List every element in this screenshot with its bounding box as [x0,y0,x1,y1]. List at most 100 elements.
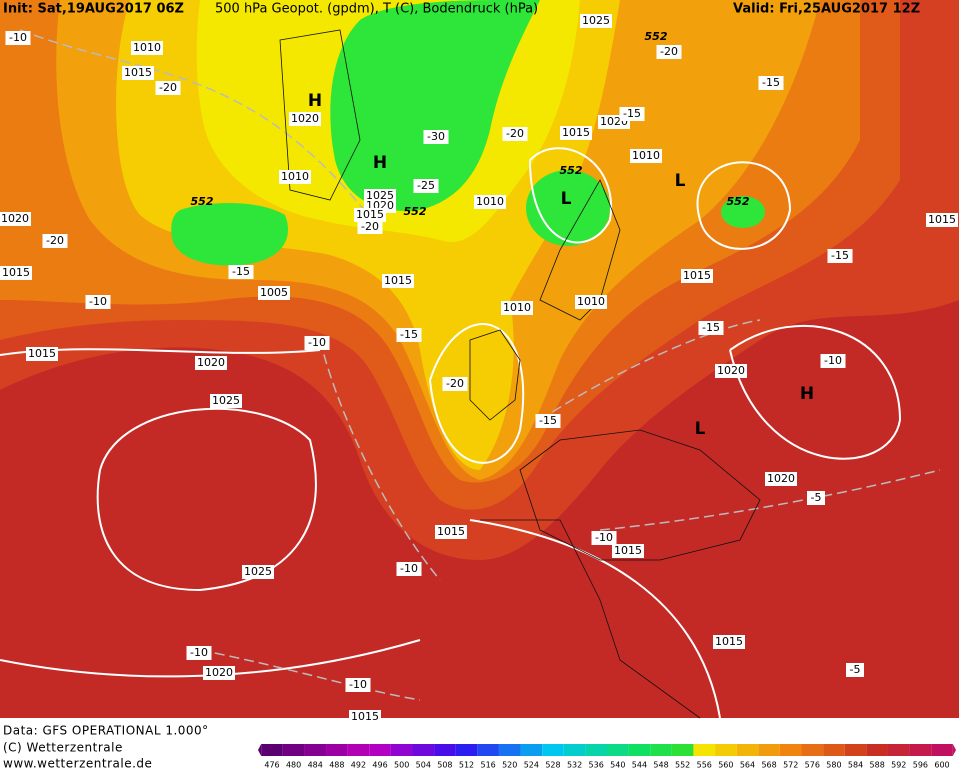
isobar-label: 1015 [2,266,30,279]
label-box [435,525,467,539]
colorbar-label: 564 [740,761,755,770]
label-box [580,14,612,28]
pressure-center: H [308,91,322,111]
temperature-label: -10 [595,531,613,544]
pressure-center: H [800,384,814,404]
colorbar-swatch [628,744,651,756]
colorbar-label: 560 [718,761,733,770]
label-box [349,710,381,724]
label-box [619,107,645,121]
label-box [186,646,212,660]
label-box [345,678,371,692]
colorbar-swatch [909,744,932,756]
colorbar-label: 556 [697,761,712,770]
label-box [715,364,747,378]
label-box [501,301,533,315]
isobar-label: 1025 [244,565,272,578]
colorbar-swatch [563,744,586,756]
label-box [26,347,58,361]
colorbar-label: 524 [524,761,539,770]
footer-url: www.wetterzentrale.de [3,757,152,770]
isobar-label: 1015 [356,208,384,221]
label-box [474,195,506,209]
isobar-label: 1020 [1,212,29,225]
temperature-label: -15 [539,414,557,427]
isobar-label: 1010 [133,41,161,54]
label-box [5,31,31,45]
colorbar-label: 600 [934,761,949,770]
colorbar-swatch [326,744,348,756]
label-box [820,354,846,368]
temperature-label: -15 [702,321,720,334]
label-box [926,213,958,227]
colorbar-label: 492 [351,761,366,770]
colorbar-swatch [542,744,564,756]
temperature-label: -10 [9,31,27,44]
label-box [131,41,163,55]
label-box [413,179,439,193]
label-box [807,491,825,505]
isobar-label: 1010 [476,195,504,208]
isobar-label: 1015 [124,66,152,79]
temperature-label: -20 [506,127,524,140]
colorbar-swatch [369,744,391,756]
label-box [591,531,617,545]
label-box [681,269,713,283]
label-box [85,295,111,309]
colorbar: 476 480 484 488 492 496 500 504 508 512 516 520 524 5… [258,744,956,770]
temperature-label: -30 [427,130,445,143]
label-box [0,266,32,280]
label-box [279,170,311,184]
temperature-label: -15 [232,265,250,278]
label-box [758,76,784,90]
colorbar-label: 516 [480,761,495,770]
isobar-label: 1015 [715,635,743,648]
isobar-label: 1020 [205,666,233,679]
header-init: Init: Sat,19AUG2017 06Z [3,2,184,17]
colorbar-swatch [412,744,435,756]
colorbar-arrow [952,744,956,756]
label-box [382,274,414,288]
label-box [423,130,449,144]
colorbar-label: 512 [459,761,474,770]
isobar-label: 1015 [928,213,956,226]
label-box [442,377,468,391]
temperature-label: -25 [417,179,435,192]
colorbar-label: 572 [783,761,798,770]
colorbar-swatch [498,744,521,756]
coastline [279,29,761,719]
colorbar-swatch [671,744,694,756]
colorbar-swatch [607,744,629,756]
label-box [575,295,607,309]
label-box [155,81,181,95]
label-box [846,663,864,677]
label-box [396,328,422,342]
colorbar-swatch [931,744,953,756]
isobar-label: 1020 [291,112,319,125]
colorbar-swatch [390,744,413,756]
pressure-center: H [373,153,387,173]
footer-copyright: (C) Wetterzentrale [3,741,123,755]
isobar-label: 1010 [281,170,309,183]
label-box [304,336,330,350]
colorbar-label: 548 [653,761,668,770]
zone-548 [721,196,765,228]
colorbar-label: 500 [394,761,409,770]
isobar-label: 1015 [351,710,379,723]
temperature-label: -10 [400,562,418,575]
isobar [0,147,902,719]
zone-548 [330,0,540,211]
colorbar-swatch [434,744,456,756]
header-valid: Valid: Fri,25AUG2017 12Z [733,2,920,17]
colorbar-swatch [282,744,305,756]
colorbar-label: 480 [286,761,301,770]
temperature-label: -10 [190,646,208,659]
colorbar-label: 588 [870,761,885,770]
colorbar-label: 592 [891,761,906,770]
pressure-center: L [561,189,572,209]
isobar-label: 1010 [577,295,605,308]
label-box [535,414,561,428]
colorbar-swatch [887,744,910,756]
colorbar-label: 584 [848,761,863,770]
colorbar-swatch [347,744,370,756]
